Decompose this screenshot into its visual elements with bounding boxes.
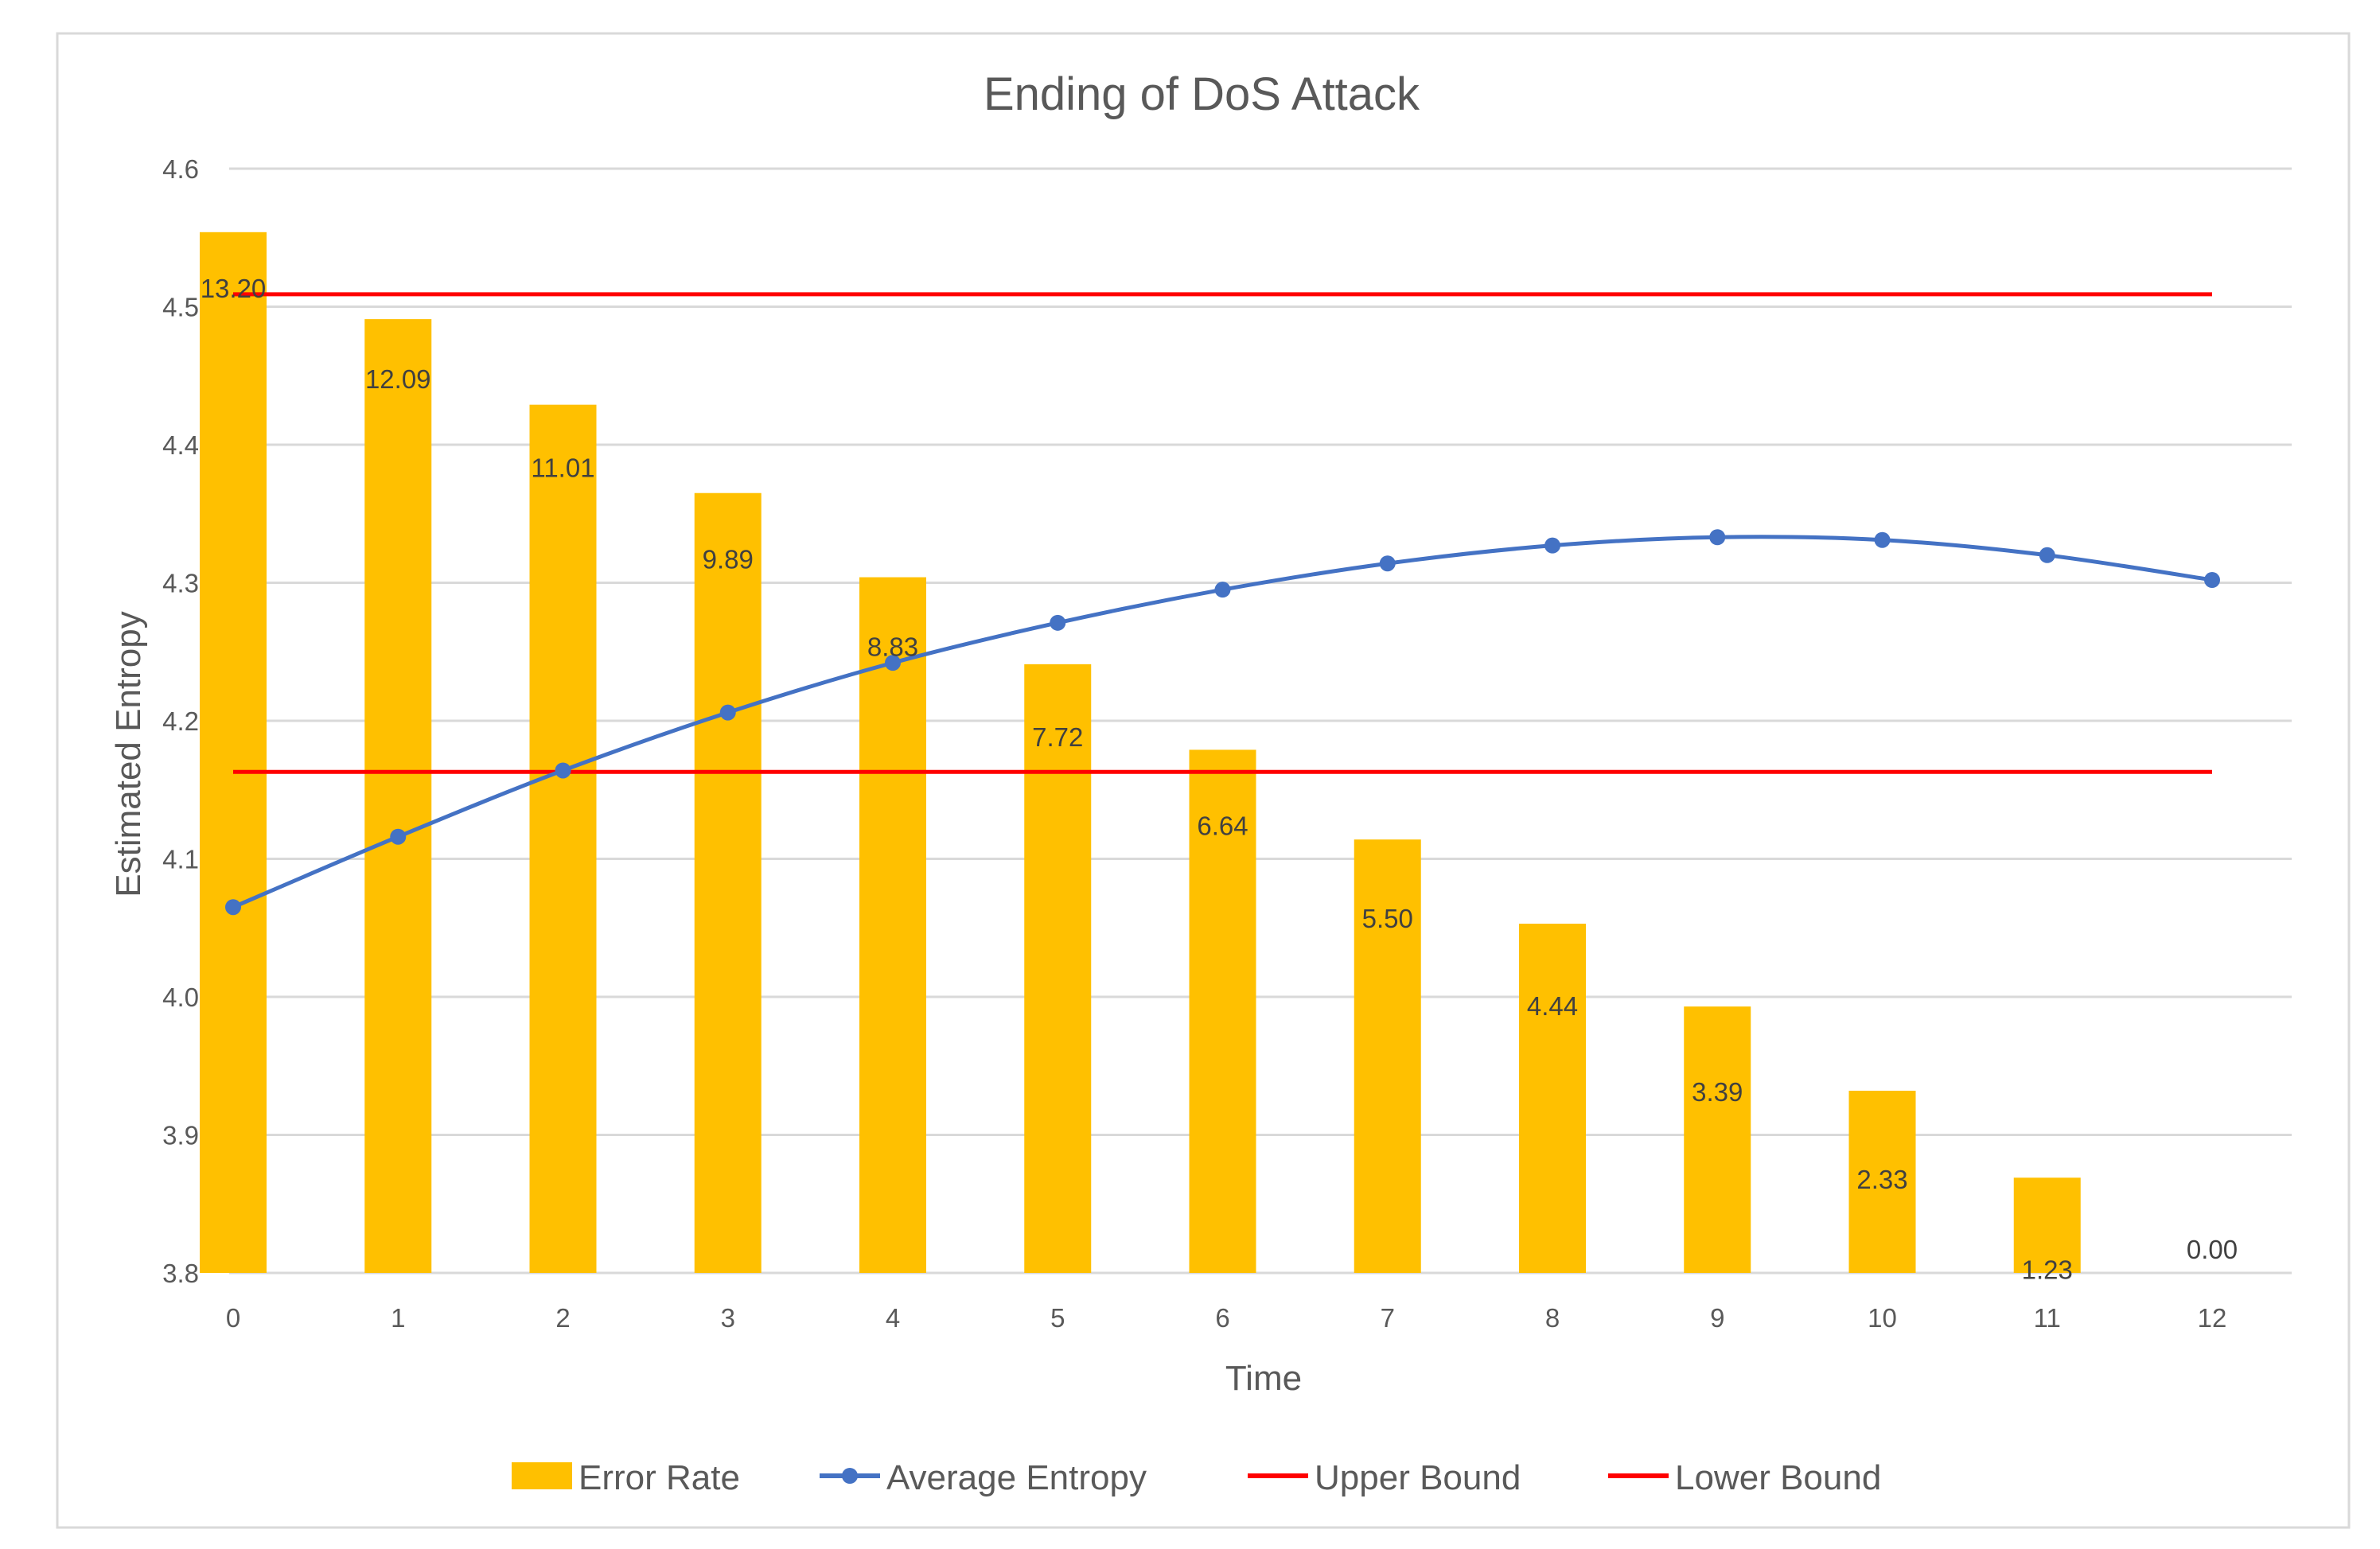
legend-label-error-rate: Error Rate	[578, 1458, 740, 1497]
legend: Error Rate Average Entropy Upper Bound L…	[512, 1458, 1881, 1497]
x-tick-label: 7	[1381, 1303, 1395, 1333]
x-tick-label: 2	[555, 1303, 570, 1333]
bar-error-rate	[1684, 1006, 1751, 1273]
average-entropy-marker	[885, 655, 901, 671]
data-label-error-rate: 8.83	[867, 632, 918, 662]
bar-error-rate	[1024, 664, 1092, 1273]
x-tick-label: 5	[1050, 1303, 1065, 1333]
average-entropy-marker	[719, 704, 736, 721]
data-label-error-rate: 13.20	[201, 274, 267, 303]
average-entropy-marker	[2039, 547, 2055, 563]
average-entropy-marker	[225, 899, 241, 916]
data-label-error-rate: 12.09	[365, 364, 431, 394]
bar-error-rate	[1354, 839, 1421, 1273]
legend-swatch-error-rate	[512, 1462, 572, 1489]
bar-error-rate	[529, 404, 597, 1273]
x-axis-title: Time	[1225, 1359, 1302, 1398]
data-label-error-rate: 3.39	[1692, 1077, 1743, 1107]
legend-item-error-rate[interactable]: Error Rate	[512, 1458, 740, 1497]
y-tick-label: 3.8	[162, 1259, 199, 1288]
bar-series	[200, 232, 2081, 1273]
data-label-error-rate: 6.64	[1197, 811, 1248, 840]
average-entropy-marker	[555, 762, 571, 779]
x-tick-label: 4	[886, 1303, 900, 1333]
data-label-error-rate: 11.01	[531, 453, 594, 483]
average-entropy-marker	[1214, 582, 1231, 598]
y-tick-label: 4.4	[162, 430, 199, 460]
x-tick-label: 3	[721, 1303, 735, 1333]
y-axis-title: Estimated Entropy	[109, 611, 148, 897]
x-axis-ticks: 0 1 2 3 4 5 6 7 8 9 10 11 12	[226, 1303, 2227, 1333]
bar-error-rate	[1848, 1090, 1916, 1273]
data-label-error-rate: 1.23	[2022, 1255, 2073, 1284]
x-tick-label: 6	[1215, 1303, 1229, 1333]
data-label-error-rate: 4.44	[1527, 991, 1578, 1021]
average-entropy-marker	[1709, 529, 1726, 546]
x-tick-label: 9	[1710, 1303, 1724, 1333]
average-entropy-marker	[2204, 572, 2220, 589]
chart-title: Ending of DoS Attack	[984, 68, 1420, 120]
legend-label-average-entropy: Average Entropy	[886, 1458, 1147, 1497]
data-label-error-rate: 9.89	[703, 545, 754, 574]
bar-error-rate	[859, 577, 926, 1273]
data-label-error-rate: 7.72	[1032, 722, 1083, 752]
bar-error-rate	[694, 492, 762, 1273]
bar-error-rate	[1189, 749, 1256, 1273]
data-label-error-rate: 0.00	[2187, 1235, 2238, 1264]
bar-error-rate	[364, 319, 432, 1273]
entropy-series	[225, 529, 2220, 916]
data-label-error-rate: 5.50	[1362, 904, 1413, 933]
average-entropy-marker	[1379, 555, 1396, 572]
x-tick-label: 1	[391, 1303, 405, 1333]
x-tick-label: 10	[1868, 1303, 1897, 1333]
y-tick-label: 4.5	[162, 293, 199, 322]
average-entropy-marker	[1050, 614, 1066, 631]
data-label-error-rate: 2.33	[1856, 1165, 1907, 1194]
legend-label-upper-bound: Upper Bound	[1315, 1458, 1521, 1497]
x-tick-label: 12	[2198, 1303, 2227, 1333]
x-tick-label: 11	[2034, 1303, 2061, 1333]
y-tick-label: 4.6	[162, 154, 199, 184]
x-tick-label: 0	[226, 1303, 240, 1333]
legend-item-upper-bound[interactable]: Upper Bound	[1248, 1458, 1521, 1497]
y-tick-label: 4.1	[162, 845, 199, 874]
y-tick-label: 4.2	[162, 706, 199, 736]
average-entropy-marker	[1544, 537, 1560, 554]
average-entropy-marker	[1874, 531, 1891, 548]
bar-error-rate	[1519, 924, 1586, 1273]
x-tick-label: 8	[1545, 1303, 1560, 1333]
legend-item-lower-bound[interactable]: Lower Bound	[1608, 1458, 1881, 1497]
bar-error-rate	[200, 232, 267, 1273]
y-axis-ticks: 3.8 3.9 4.0 4.1 4.2 4.3 4.4 4.5 4.6	[162, 154, 199, 1288]
y-tick-label: 4.3	[162, 569, 199, 598]
y-tick-label: 4.0	[162, 983, 199, 1012]
chart-border	[56, 32, 2351, 1529]
legend-item-average-entropy[interactable]: Average Entropy	[820, 1458, 1147, 1497]
average-entropy-marker	[390, 828, 407, 845]
legend-label-lower-bound: Lower Bound	[1675, 1458, 1881, 1497]
legend-swatch-average-entropy-marker	[842, 1468, 858, 1484]
y-tick-label: 3.9	[162, 1121, 199, 1150]
data-labels: 13.20 12.09 11.01 9.89 8.83 7.72 6.64 5.50 4.44 3…	[201, 274, 2238, 1284]
bar-error-rate	[2013, 1177, 2081, 1273]
